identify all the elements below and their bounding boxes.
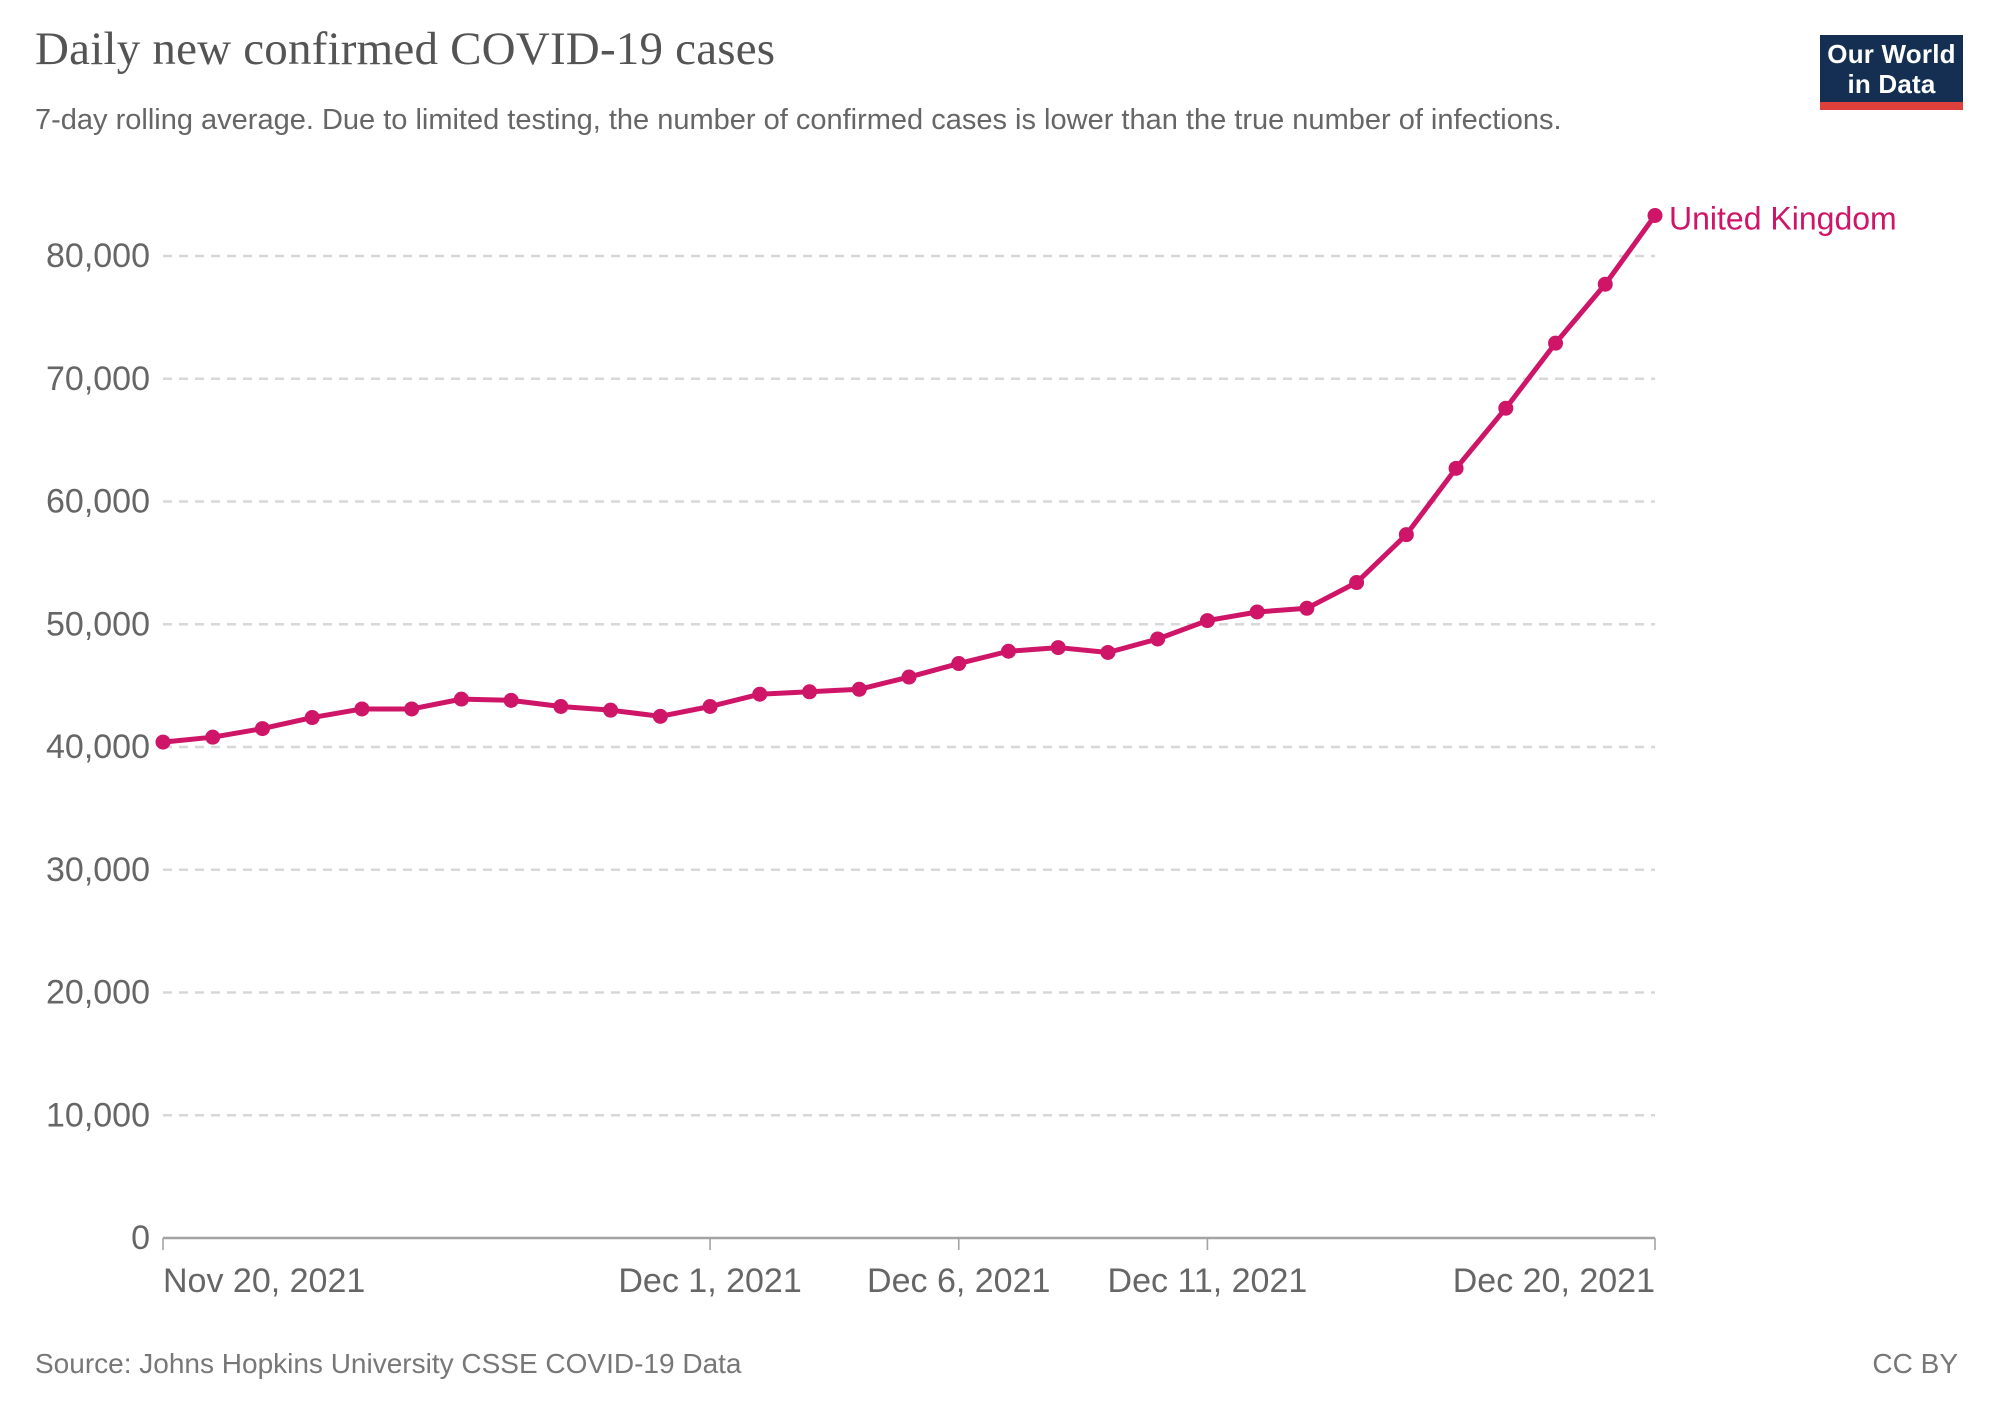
data-point xyxy=(1349,575,1365,591)
data-point xyxy=(1548,335,1564,351)
data-point xyxy=(1199,613,1215,629)
license-note: CC BY xyxy=(1872,1348,1958,1379)
owid-logo-line1: Our World xyxy=(1827,38,1956,69)
y-axis-label: 70,000 xyxy=(46,360,150,398)
data-point xyxy=(652,708,668,724)
y-axis-label: 80,000 xyxy=(46,237,150,275)
chart-footer: Source: Johns Hopkins University CSSE CO… xyxy=(35,1348,1958,1380)
data-point xyxy=(1498,400,1514,416)
data-point xyxy=(1150,631,1166,647)
data-point xyxy=(1597,276,1613,292)
data-point xyxy=(1647,207,1663,223)
data-point xyxy=(453,691,469,707)
y-axis-label: 50,000 xyxy=(46,605,150,643)
data-point xyxy=(254,721,270,737)
data-point xyxy=(1398,527,1414,543)
owid-logo-line2: in Data xyxy=(1847,68,1936,99)
y-axis-label: 30,000 xyxy=(46,851,150,889)
data-point xyxy=(702,698,718,714)
data-point xyxy=(205,729,221,745)
data-point xyxy=(851,681,867,697)
y-axis-label: 0 xyxy=(131,1219,150,1257)
data-point xyxy=(901,669,917,685)
data-point xyxy=(503,692,519,708)
data-point xyxy=(1299,600,1315,616)
x-axis-label: Dec 6, 2021 xyxy=(867,1262,1050,1300)
data-point xyxy=(155,734,171,750)
series-label: United Kingdom xyxy=(1669,200,1897,236)
x-axis-label: Dec 1, 2021 xyxy=(618,1262,801,1300)
y-axis-label: 40,000 xyxy=(46,728,150,766)
x-axis-label: Dec 11, 2021 xyxy=(1108,1262,1308,1300)
data-point xyxy=(354,701,370,717)
data-point xyxy=(1050,640,1066,656)
data-point xyxy=(603,702,619,718)
data-point xyxy=(752,686,768,702)
data-point xyxy=(304,710,320,726)
y-axis-label: 10,000 xyxy=(46,1096,150,1134)
data-point xyxy=(802,684,818,700)
data-point xyxy=(1000,643,1016,659)
y-axis-label: 60,000 xyxy=(46,483,150,521)
data-point xyxy=(1249,604,1265,620)
y-axis-label: 20,000 xyxy=(46,974,150,1012)
x-axis-label: Dec 20, 2021 xyxy=(1453,1262,1655,1300)
page-title: Daily new confirmed COVID-19 cases xyxy=(35,23,776,75)
data-point xyxy=(1448,460,1464,476)
chart-subtitle: 7-day rolling average. Due to limited te… xyxy=(35,104,1562,136)
data-point xyxy=(404,701,420,717)
data-point xyxy=(553,698,569,714)
source-note: Source: Johns Hopkins University CSSE CO… xyxy=(35,1348,742,1379)
data-point xyxy=(1100,644,1116,660)
data-line xyxy=(160,212,1658,745)
data-point xyxy=(951,656,967,672)
x-axis-label: Nov 20, 2021 xyxy=(163,1262,365,1300)
owid-logo: Our World in Data xyxy=(1820,35,1963,110)
